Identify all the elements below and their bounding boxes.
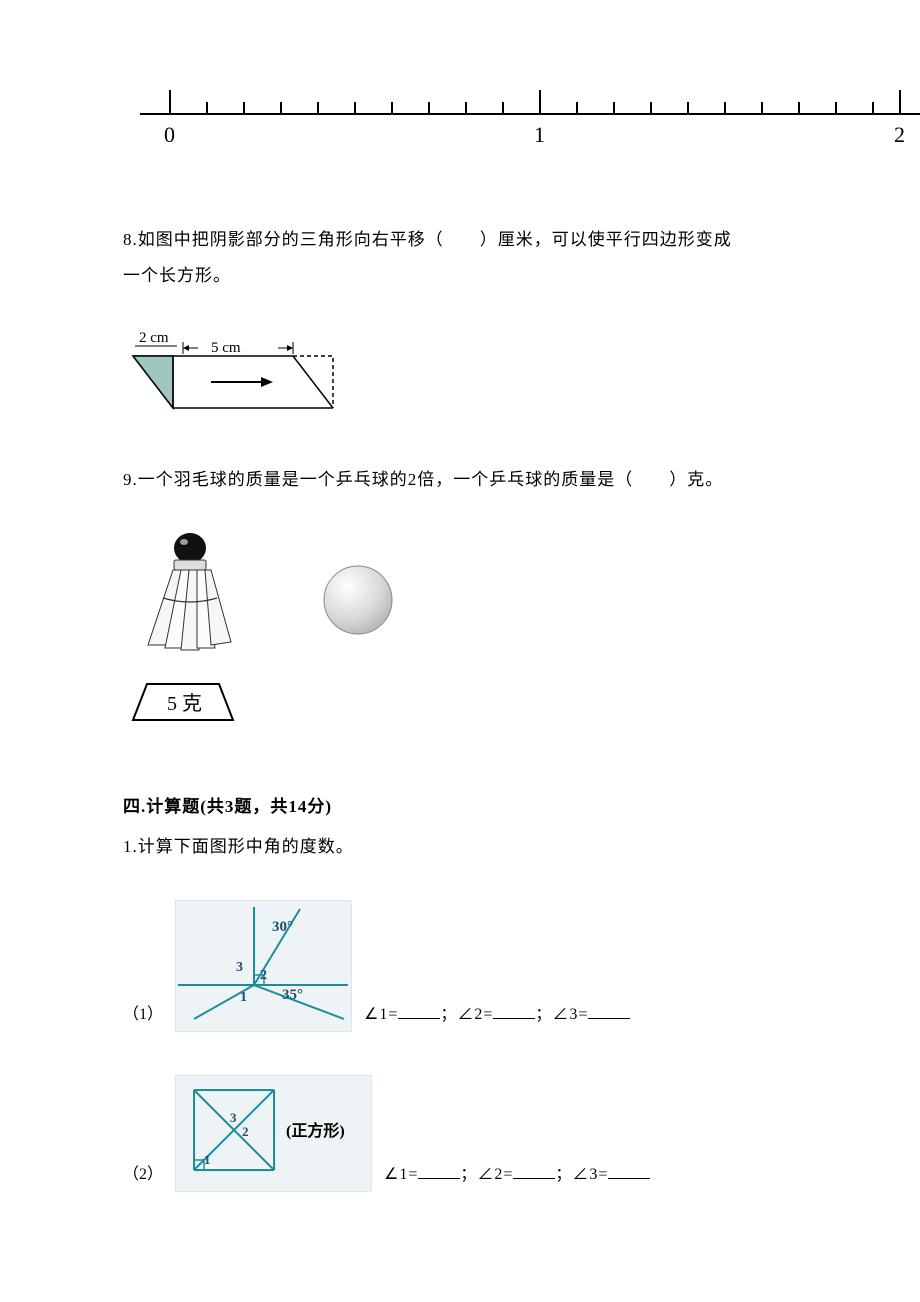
svg-text:2: 2	[260, 968, 267, 983]
question-8: 8.如图中把阴影部分的三角形向右平移（ ）厘米，可以使平行四边形变成 一个长方形…	[123, 222, 803, 293]
svg-text:(正方形): (正方形)	[286, 1121, 345, 1140]
calc-question-1: 1.计算下面图形中角的度数。	[123, 832, 354, 857]
q8-label-2cm: 2 cm	[139, 330, 169, 346]
svg-text:35°: 35°	[282, 987, 303, 1003]
calc-sub-2: （2） 32 1 (正方形) ∠1= ；∠2= ；∠3=	[123, 1075, 823, 1192]
q9-svg: 5 克	[123, 520, 443, 750]
svg-text:0: 0	[164, 122, 175, 147]
ans-a1-m: ；∠2=	[440, 1006, 493, 1023]
ans-a1-r: ；∠3=	[535, 1006, 588, 1023]
question-9: 9.一个羽毛球的质量是一个乒乓球的2倍，一个乒乓球的质量是（ ）克。	[123, 462, 823, 498]
q8-svg: 2 cm 5 cm	[123, 328, 343, 423]
svg-text:3: 3	[236, 960, 243, 975]
ans-a2-m: ；∠2=	[460, 1166, 513, 1183]
q8-diagram: 2 cm 5 cm	[123, 328, 343, 428]
blank	[418, 1164, 460, 1179]
calc-q1-text: 1.计算下面图形中角的度数。	[123, 837, 354, 856]
q8-line1: 8.如图中把阴影部分的三角形向右平移（ ）厘米，可以使平行四边形变成	[123, 230, 732, 249]
sub1-diagram: 30° 35° 3 21	[175, 900, 352, 1032]
ruler-svg: 0 1 2	[140, 90, 920, 155]
sub2-diagram: 32 1 (正方形)	[175, 1075, 372, 1192]
sub1-svg: 30° 35° 3 21	[176, 901, 351, 1026]
pingpong-ball-icon	[324, 566, 392, 634]
q8-label-5cm: 5 cm	[211, 340, 241, 356]
ans-a2-l: ∠1=	[384, 1166, 418, 1183]
section-4-header: 四.计算题(共3题，共14分)	[123, 792, 332, 817]
svg-text:30°: 30°	[272, 919, 293, 935]
blank	[588, 1004, 630, 1019]
q9-diagram: 5 克	[123, 520, 443, 755]
section-4-header-text: 四.计算题(共3题，共14分)	[123, 797, 332, 816]
weight-icon: 5 克	[133, 684, 233, 720]
ruler-figure: 0 1 2	[140, 90, 920, 160]
svg-text:1: 1	[204, 1152, 211, 1167]
q8-line2: 一个长方形。	[123, 266, 231, 285]
sub2-label: （2）	[123, 1160, 163, 1184]
blank	[513, 1164, 555, 1179]
svg-text:1: 1	[240, 990, 247, 1005]
svg-text:2: 2	[242, 1124, 249, 1139]
blank	[608, 1164, 650, 1179]
q9-weight-label: 5 克	[167, 692, 202, 715]
page: 012 8.如图中把阴影部分的三角形向右平移（ ）厘米，可以使平行四边形变成 一…	[0, 0, 920, 1302]
sub1-answers: ∠1= ；∠2= ；∠3=	[364, 1000, 630, 1024]
blank	[493, 1004, 535, 1019]
ans-a1-l: ∠1=	[364, 1006, 398, 1023]
sub1-label: （1）	[123, 1000, 163, 1024]
svg-text:2: 2	[894, 122, 905, 147]
ans-a2-r: ；∠3=	[555, 1166, 608, 1183]
svg-text:1: 1	[534, 122, 545, 147]
svg-text:3: 3	[230, 1110, 237, 1125]
shuttlecock-icon	[148, 533, 231, 650]
sub2-answers: ∠1= ；∠2= ；∠3=	[384, 1160, 650, 1184]
sub2-svg: 32 1 (正方形)	[176, 1076, 371, 1186]
q9-text: 9.一个羽毛球的质量是一个乒乓球的2倍，一个乒乓球的质量是（ ）克。	[123, 470, 723, 489]
blank	[398, 1004, 440, 1019]
calc-sub-1: （1） 30° 35° 3 21 ∠1= ；∠2= ；∠3=	[123, 900, 823, 1032]
